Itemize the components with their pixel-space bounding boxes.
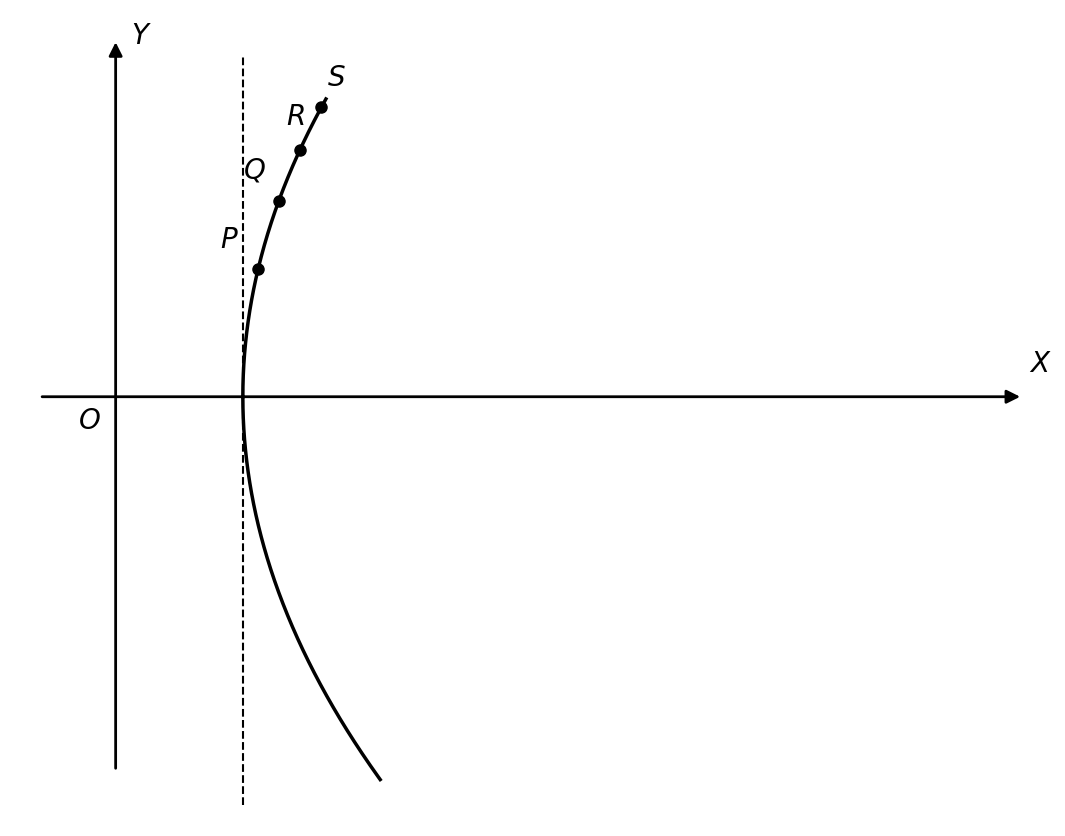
Text: R: R xyxy=(286,104,306,131)
Text: O: O xyxy=(79,407,100,435)
Text: Y: Y xyxy=(131,23,148,50)
Text: X: X xyxy=(1031,350,1049,378)
Text: S: S xyxy=(328,64,345,92)
Text: P: P xyxy=(220,226,236,254)
Text: Q: Q xyxy=(244,156,266,184)
